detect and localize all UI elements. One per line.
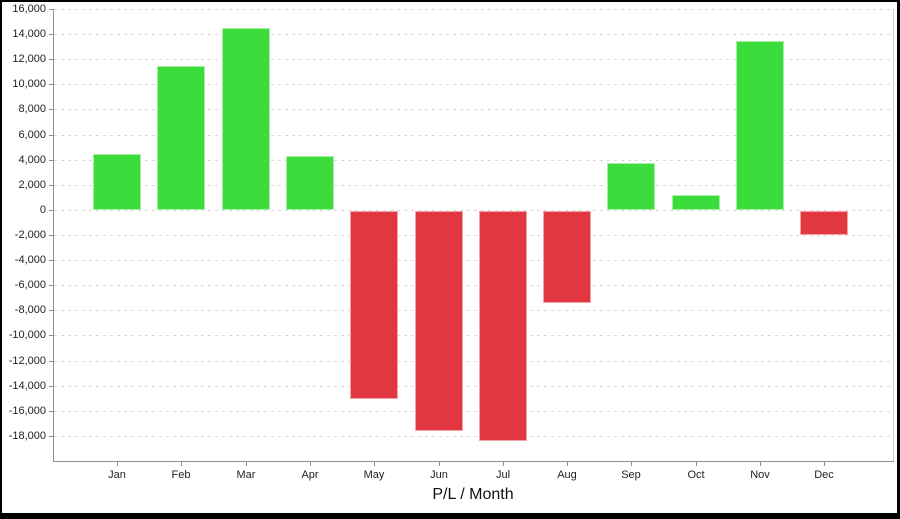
bar-dec	[800, 211, 848, 235]
x-axis-tick	[760, 462, 761, 466]
y-gridline	[54, 361, 893, 362]
bar-jul	[479, 211, 527, 441]
y-axis-tick	[49, 185, 53, 186]
y-gridline	[54, 411, 893, 412]
bar-apr	[286, 156, 334, 210]
x-axis-tick	[567, 462, 568, 466]
y-axis-label: -14,000	[8, 380, 46, 392]
y-axis-tick	[49, 260, 53, 261]
y-gridline	[54, 34, 893, 35]
bar-oct	[672, 195, 720, 210]
y-axis-label: 6,000	[18, 129, 46, 141]
bar-aug	[543, 211, 591, 303]
y-axis-label: -2,000	[14, 229, 46, 241]
y-axis-tick	[49, 160, 53, 161]
y-axis-label: 0	[39, 204, 46, 216]
x-axis-tick	[374, 462, 375, 466]
y-gridline	[54, 84, 893, 85]
x-axis-label: Oct	[687, 469, 705, 481]
y-axis-label: -6,000	[14, 279, 46, 291]
bar-jan	[93, 154, 141, 210]
x-axis-label: Feb	[171, 469, 191, 481]
y-axis-label: 12,000	[12, 53, 46, 65]
bar-jun	[415, 211, 463, 431]
y-axis-label: -10,000	[8, 329, 46, 341]
x-axis-tick	[696, 462, 697, 466]
y-axis-tick	[49, 210, 53, 211]
y-axis-label: 16,000	[12, 3, 46, 15]
y-axis-tick	[49, 34, 53, 35]
chart-title: P/L / Month	[432, 486, 514, 503]
y-gridline	[54, 235, 893, 236]
y-gridline	[54, 9, 893, 10]
plot-right-frame	[893, 9, 894, 461]
y-gridline	[54, 109, 893, 110]
y-axis-tick	[49, 135, 53, 136]
x-axis-tick	[181, 462, 182, 466]
x-axis-line	[53, 461, 894, 462]
y-axis-label: 2,000	[18, 179, 46, 191]
y-gridline	[54, 310, 893, 311]
bar-nov	[736, 41, 784, 210]
x-axis-label: Sep	[621, 469, 641, 481]
y-axis-line	[53, 9, 54, 461]
y-gridline	[54, 260, 893, 261]
y-gridline	[54, 335, 893, 336]
x-axis-label: Dec	[814, 469, 834, 481]
x-axis-label: Aug	[557, 469, 577, 481]
x-axis-tick	[117, 462, 118, 466]
y-axis-label: -18,000	[8, 430, 46, 442]
y-axis-label: -12,000	[8, 355, 46, 367]
y-axis-tick	[49, 436, 53, 437]
y-axis-tick	[49, 59, 53, 60]
y-axis-tick	[49, 310, 53, 311]
y-axis-label: -16,000	[8, 405, 46, 417]
x-axis-tick	[503, 462, 504, 466]
y-axis-tick	[49, 109, 53, 110]
x-axis-label: Mar	[236, 469, 256, 481]
y-axis-tick	[49, 84, 53, 85]
y-axis-label: 14,000	[12, 28, 46, 40]
y-gridline	[54, 160, 893, 161]
x-axis-label: Apr	[301, 469, 319, 481]
x-axis-tick	[824, 462, 825, 466]
y-axis-tick	[49, 411, 53, 412]
x-axis-label: May	[363, 469, 385, 481]
x-axis-tick	[310, 462, 311, 466]
y-gridline	[54, 436, 893, 437]
y-axis-tick	[49, 235, 53, 236]
y-gridline	[54, 135, 893, 136]
y-axis-tick	[49, 361, 53, 362]
y-gridline	[54, 185, 893, 186]
x-axis-tick	[246, 462, 247, 466]
y-axis-tick	[49, 9, 53, 10]
y-axis-tick	[49, 335, 53, 336]
x-axis-label: Jul	[495, 469, 511, 481]
y-axis-label: 10,000	[12, 78, 46, 90]
y-axis-label: -8,000	[14, 304, 46, 316]
y-gridline	[54, 59, 893, 60]
bar-feb	[157, 66, 205, 210]
x-axis-tick	[439, 462, 440, 466]
x-axis-label: Jan	[108, 469, 126, 481]
y-axis-label: 4,000	[18, 154, 46, 166]
y-axis-tick	[49, 386, 53, 387]
x-axis-tick	[631, 462, 632, 466]
plot-area: 16,000 14,000 12,000 10,000 8,000 6,000 4,000 2…	[2, 2, 897, 513]
y-gridline	[54, 210, 893, 211]
x-axis-label: Nov	[750, 469, 770, 481]
bar-sep	[607, 163, 655, 210]
y-gridline	[54, 386, 893, 387]
bar-may	[350, 211, 398, 399]
y-gridline	[54, 285, 893, 286]
y-axis-label: 8,000	[18, 103, 46, 115]
y-axis-tick	[49, 285, 53, 286]
x-axis-label: Jun	[430, 469, 448, 481]
bar-mar	[222, 28, 270, 210]
y-axis-label: -4,000	[14, 254, 46, 266]
